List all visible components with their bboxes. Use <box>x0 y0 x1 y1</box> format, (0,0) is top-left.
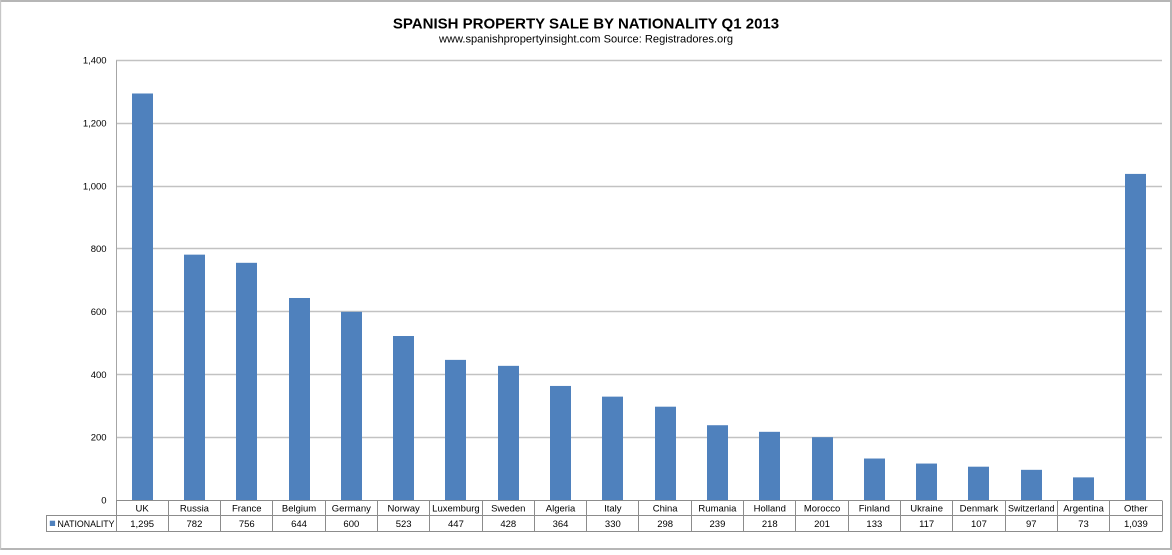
svg-text:Denmark: Denmark <box>960 503 999 514</box>
svg-text:Russia: Russia <box>180 503 210 514</box>
svg-text:644: 644 <box>291 519 307 530</box>
svg-text:Belgium: Belgium <box>282 503 316 514</box>
svg-text:73: 73 <box>1078 519 1089 530</box>
svg-text:Holland: Holland <box>754 503 786 514</box>
svg-text:Morocco: Morocco <box>804 503 840 514</box>
svg-text:Algeria: Algeria <box>546 503 576 514</box>
svg-text:364: 364 <box>553 519 569 530</box>
svg-text:NATIONALITY: NATIONALITY <box>58 519 115 529</box>
svg-text:1,000: 1,000 <box>83 181 107 192</box>
svg-text:201: 201 <box>814 519 830 530</box>
svg-text:756: 756 <box>239 519 255 530</box>
svg-text:Switzerland: Switzerland <box>1008 503 1055 513</box>
svg-text:200: 200 <box>91 433 107 444</box>
svg-text:523: 523 <box>396 519 412 530</box>
svg-text:SPANISH PROPERTY SALE BY NATIO: SPANISH PROPERTY SALE BY NATIONALITY Q1 … <box>393 15 779 32</box>
svg-text:218: 218 <box>762 519 778 530</box>
svg-text:600: 600 <box>91 307 107 318</box>
svg-text:1,400: 1,400 <box>83 56 107 67</box>
svg-text:Other: Other <box>1124 503 1148 514</box>
svg-text:1,039: 1,039 <box>1124 519 1148 530</box>
svg-text:400: 400 <box>91 370 107 381</box>
svg-text:UK: UK <box>136 503 150 514</box>
svg-text:Italy: Italy <box>604 503 622 514</box>
svg-text:428: 428 <box>500 519 516 530</box>
svg-text:107: 107 <box>971 519 987 530</box>
svg-text:Norway: Norway <box>388 503 420 514</box>
svg-text:782: 782 <box>187 519 203 530</box>
svg-text:800: 800 <box>91 244 107 255</box>
svg-text:447: 447 <box>448 519 464 530</box>
svg-text:Argentina: Argentina <box>1063 503 1104 514</box>
svg-text:www.spanishpropertyinsight.com: www.spanishpropertyinsight.com Source: R… <box>438 34 733 46</box>
svg-text:Sweden: Sweden <box>491 503 525 514</box>
svg-text:1,200: 1,200 <box>83 119 107 130</box>
svg-text:Finland: Finland <box>859 503 890 514</box>
svg-text:Germany: Germany <box>332 503 371 514</box>
svg-text:97: 97 <box>1026 519 1037 530</box>
svg-text:600: 600 <box>343 519 359 530</box>
svg-text:Ukraine: Ukraine <box>910 503 943 514</box>
svg-text:0: 0 <box>101 496 106 507</box>
svg-text:1,295: 1,295 <box>130 519 154 530</box>
svg-text:Rumania: Rumania <box>698 503 737 514</box>
svg-text:239: 239 <box>710 519 726 530</box>
svg-text:France: France <box>232 503 262 514</box>
svg-text:China: China <box>653 503 679 514</box>
svg-text:117: 117 <box>919 519 934 530</box>
svg-text:298: 298 <box>657 519 673 530</box>
svg-text:Luxemburg: Luxemburg <box>432 503 480 514</box>
svg-text:133: 133 <box>866 519 882 530</box>
svg-text:330: 330 <box>605 519 621 530</box>
